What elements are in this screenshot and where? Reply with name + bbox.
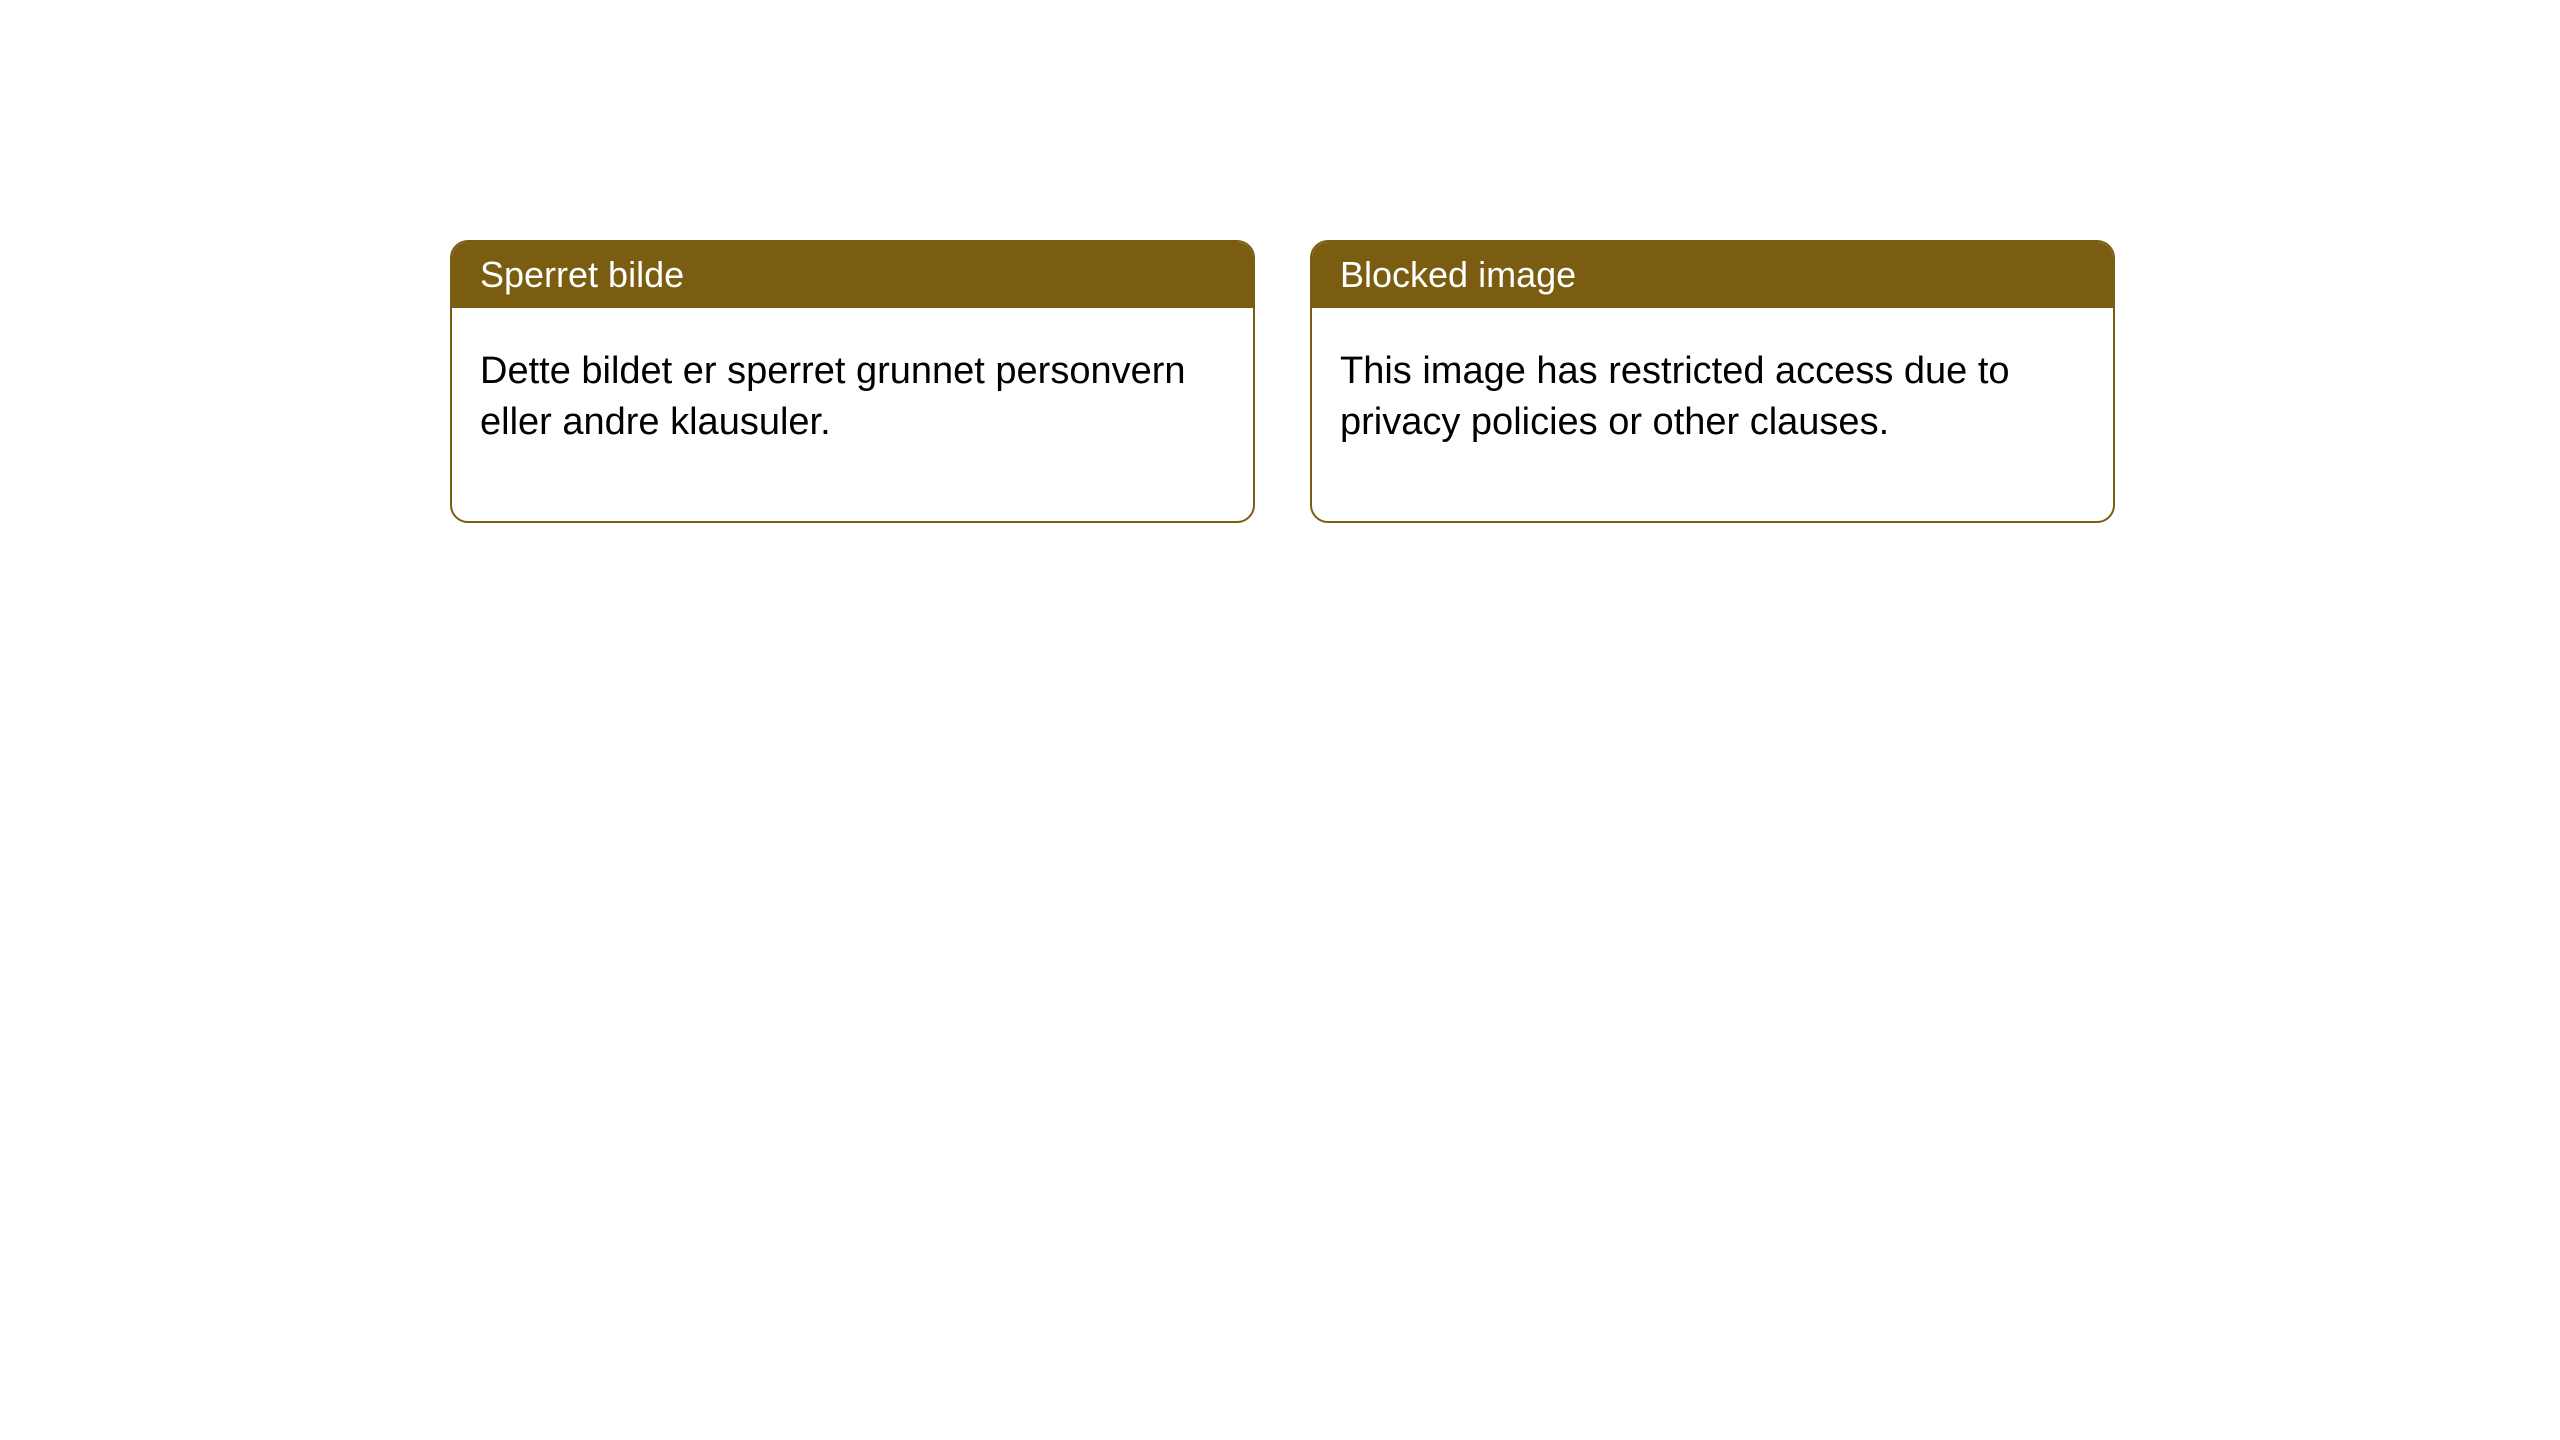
notice-body: Dette bildet er sperret grunnet personve… <box>452 308 1253 521</box>
notice-body-text: This image has restricted access due to … <box>1340 350 2010 443</box>
notice-box-norwegian: Sperret bilde Dette bildet er sperret gr… <box>450 240 1255 523</box>
notice-title: Blocked image <box>1340 254 1576 295</box>
notice-body: This image has restricted access due to … <box>1312 308 2113 521</box>
notice-title: Sperret bilde <box>480 254 684 295</box>
notice-header: Sperret bilde <box>452 242 1253 308</box>
notice-box-english: Blocked image This image has restricted … <box>1310 240 2115 523</box>
notices-container: Sperret bilde Dette bildet er sperret gr… <box>450 240 2115 523</box>
notice-body-text: Dette bildet er sperret grunnet personve… <box>480 350 1186 443</box>
notice-header: Blocked image <box>1312 242 2113 308</box>
